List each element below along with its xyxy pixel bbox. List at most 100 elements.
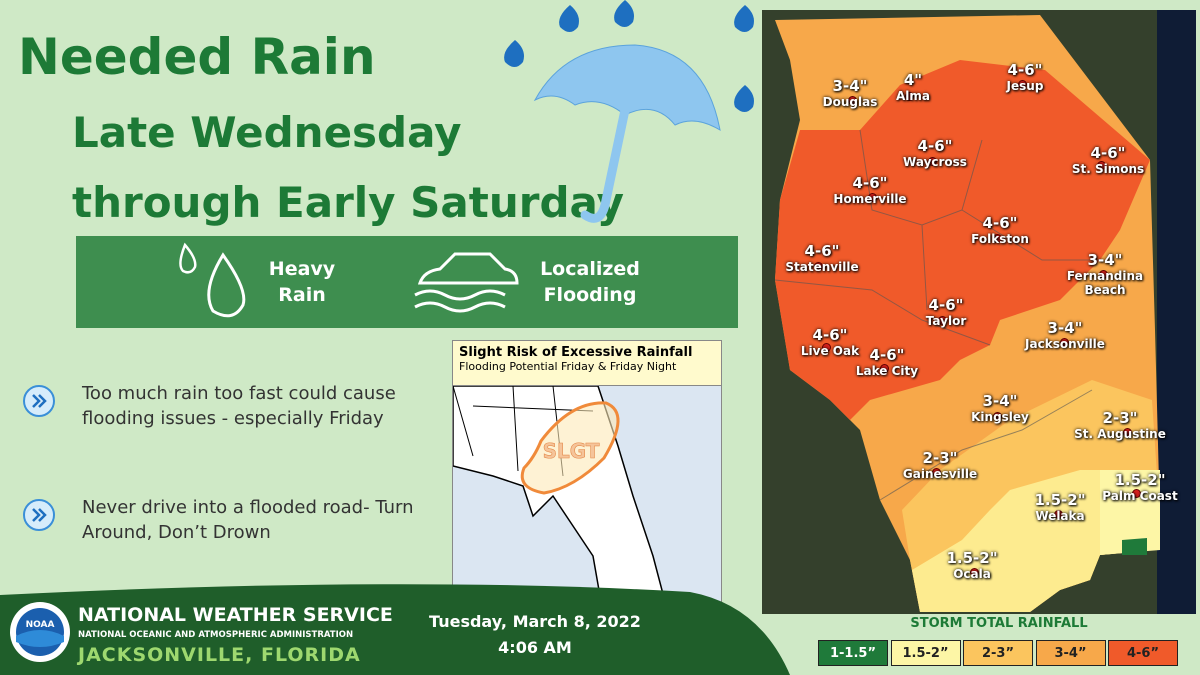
location-label: 3-4" Kingsley	[945, 392, 1055, 425]
location-label: 3-4" Douglas	[795, 77, 905, 110]
legend-item: 1-1.5”	[818, 640, 888, 666]
rain-amount: 4-6"	[1090, 144, 1126, 162]
location-dot	[993, 234, 1002, 243]
rain-amount: 4"	[903, 71, 923, 89]
location-label: 2-3" Gainesville	[885, 450, 995, 482]
title: Needed Rain	[18, 28, 376, 86]
umbrella-icon	[504, 0, 754, 223]
location-dot	[1097, 161, 1106, 170]
rain-amount: 4-6"	[928, 296, 964, 314]
car	[417, 252, 519, 285]
subtitle-line: Late Wednesday	[72, 108, 462, 157]
slight-risk-area	[520, 401, 620, 495]
chevron	[32, 394, 47, 408]
county-line	[921, 209, 1100, 311]
rain-icon	[179, 242, 246, 318]
rain-amount: 1.5-2"	[1114, 471, 1166, 489]
location-name: Taylor	[925, 314, 967, 328]
chevron	[32, 508, 47, 522]
location-name: St. Augustine	[1074, 427, 1166, 441]
raindrops	[504, 0, 754, 112]
drop	[614, 0, 634, 27]
location-name: Lake City	[855, 364, 919, 378]
location-label: 4-6" Jesup	[970, 62, 1080, 94]
location-label: 4-6" Statenville	[767, 242, 877, 275]
location-dot	[938, 316, 947, 325]
location-name: Alma	[895, 89, 930, 103]
issue-date: Tuesday, March 8, 2022	[429, 612, 641, 631]
location-name: Palm Coast	[1102, 489, 1178, 503]
rain-amount: 4-6"	[982, 214, 1018, 232]
location-dot	[1060, 338, 1069, 347]
logo-text: NOAA	[26, 620, 55, 630]
location-name: St. Simons	[1071, 162, 1145, 176]
bullet-icon	[23, 499, 55, 531]
location-dot	[868, 193, 877, 202]
location-dot	[848, 96, 857, 105]
inset-map: Slight Risk of Excessive Rainfall Floodi…	[452, 340, 722, 614]
drop	[504, 40, 524, 67]
zone-1-1-5	[1122, 538, 1147, 555]
hazard-line: Localized	[540, 258, 640, 280]
issue-time: 4:06 AM	[498, 638, 572, 657]
bullet-icon	[23, 385, 55, 417]
location-name: Waycross	[903, 155, 967, 169]
location-dot	[814, 262, 823, 271]
zone-1-5-2-coast	[1100, 470, 1160, 555]
rain-amount: 3-4"	[832, 77, 868, 95]
location-dot	[1054, 510, 1063, 519]
location-name: Jesup	[1006, 79, 1044, 93]
ocean	[1157, 10, 1196, 614]
hazard-line: Flooding	[543, 284, 637, 306]
rain-amount: 2-3"	[1102, 409, 1138, 427]
drop-outline	[179, 242, 197, 274]
location-dot	[1018, 80, 1027, 89]
hazard-line: Rain	[278, 284, 326, 306]
county-line	[774, 279, 991, 346]
location-label: 1.5-2" Welaka	[1005, 491, 1115, 524]
drop	[734, 5, 754, 32]
county-line	[879, 389, 1093, 501]
location-name: Kingsley	[971, 410, 1029, 424]
location-name: Homerville	[833, 192, 907, 206]
drop	[559, 5, 579, 32]
location-label: 1.5-2" Ocala	[917, 549, 1027, 582]
rain-amount: 3-4"	[982, 392, 1018, 410]
drop	[734, 85, 754, 112]
location-dot	[970, 568, 979, 577]
inset-header: Slight Risk of Excessive Rainfall Floodi…	[453, 341, 721, 386]
rain-amount: 1.5-2"	[1034, 491, 1086, 509]
location-label: 4" Alma	[858, 71, 968, 104]
land	[453, 385, 669, 613]
inset-title: Slight Risk of Excessive Rainfall	[459, 345, 693, 360]
legend-item: 1.5-2”	[890, 640, 961, 666]
location-dot	[932, 468, 941, 477]
hazard-bar	[76, 236, 738, 328]
location-name: Ocala	[953, 567, 991, 581]
location-name: Folkston	[971, 232, 1029, 246]
location-dot	[880, 364, 889, 373]
legend-item: 4-6”	[1108, 640, 1178, 666]
location-dot	[1132, 489, 1141, 498]
location-label: 4-6" Taylor	[891, 296, 1001, 329]
rain-amount: 4-6"	[917, 137, 953, 155]
legend-title: STORM TOTAL RAINFALL	[910, 616, 1088, 631]
footer-band: NOAA	[0, 584, 790, 675]
location-label: 4-6" Live Oak	[775, 327, 885, 359]
water	[414, 289, 506, 313]
canopy	[533, 44, 721, 132]
rain-amount: 4-6"	[869, 346, 905, 364]
location-name: Welaka	[1035, 509, 1085, 523]
flood-icon	[414, 252, 519, 313]
location-label: 4-6" Folkston	[945, 214, 1055, 247]
location-label: 3-4" Jacksonville	[1010, 320, 1120, 352]
rain-amount: 4-6"	[804, 242, 840, 260]
bullet-text: Too much rain too fast could cause flood…	[82, 383, 396, 429]
location-dot	[822, 343, 831, 352]
subtitle-line: through Early Saturday	[72, 178, 624, 227]
organization: NATIONAL OCEANIC AND ATMOSPHERIC ADMINIS…	[78, 630, 354, 640]
location-label: 2-3" St. Augustine	[1065, 409, 1175, 442]
rain-amount: 1.5-2"	[946, 549, 998, 567]
location-dot	[993, 412, 1002, 421]
